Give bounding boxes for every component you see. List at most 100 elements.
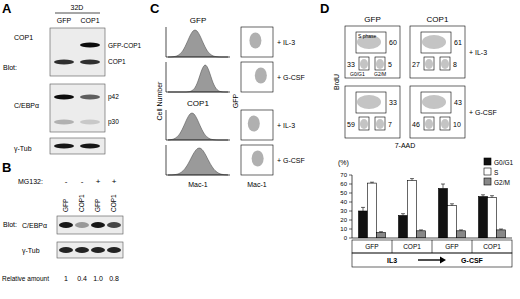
dot-plot [241,145,273,175]
label: 46 [412,121,420,128]
legend-label: S [494,169,499,176]
band [54,60,74,65]
dot-cloud [425,59,433,69]
band [80,60,100,65]
label: Cell Number [156,81,163,121]
label: 32D [71,4,84,11]
lane-bracket [55,13,100,14]
axis [166,62,167,92]
band [80,43,100,48]
dot-plot [241,27,273,57]
dot-cloud [255,68,267,84]
tick-label: GFP [365,243,378,250]
band [107,247,121,253]
band [80,120,100,125]
histogram [168,65,228,92]
label: G0/G1 [350,71,365,77]
label: + [96,177,101,186]
bar [488,198,497,239]
legend-swatch [484,178,491,185]
gate [356,32,386,53]
bar [497,230,506,238]
label: GFP [364,15,380,24]
bars [359,179,506,238]
label: 1 [64,275,68,282]
dot-cloud [360,119,368,129]
label: COP1 [80,17,99,24]
x-axis [352,238,512,239]
tick-label: COP1 [403,243,421,250]
error-cap [481,194,485,195]
tick-label: 10 [340,226,347,232]
label: Relative amount [2,275,49,282]
axis [166,57,230,58]
tick [349,202,352,203]
error-cap [370,182,374,183]
gate [421,32,451,53]
band [54,95,74,100]
band [54,144,74,149]
dot-cloud [248,116,260,132]
dot-cloud [441,119,449,129]
bar [408,180,417,238]
axis [166,140,230,141]
gate [359,57,369,70]
gate [359,117,369,130]
label: GFP [190,16,206,25]
label: COP1 [108,58,126,65]
label: 1.0 [93,275,103,282]
bar [448,206,457,238]
arrow [418,259,442,260]
figure: A32DGFPCOP1Blot:COP1GFP-COP1COP1C/EBPαp4… [0,0,520,299]
label: p30 [108,118,119,126]
legend-swatch [484,158,491,165]
tick-label: 0 [344,235,348,241]
band [59,222,73,228]
bar [399,216,408,239]
label: 7 [388,121,392,128]
label: 43 [454,99,462,106]
error-cap [499,229,503,230]
label: G2/M [374,71,386,77]
label: - [65,177,68,186]
label: (%) [338,159,349,167]
tick [349,229,352,230]
bar [368,183,377,238]
band [75,222,89,228]
panel-label: C [150,1,160,16]
label: COP1 [110,194,117,212]
gate [424,117,434,130]
error-cap [401,213,405,214]
band [80,95,100,100]
arrow-head [440,257,446,264]
label: Mac-1 [247,181,267,188]
gate [440,117,450,130]
label: γ-Tub [14,145,32,153]
error-cap [450,203,454,204]
gate [424,57,434,70]
label: Mac-1 [188,181,208,188]
bar [457,231,466,238]
axis [166,145,167,175]
gate [375,57,385,70]
histogram [168,113,228,140]
panel-label: D [320,1,329,16]
dot-cloud [376,59,384,69]
dot-cloud [422,95,446,109]
y-axis [352,175,353,238]
blot [50,84,105,132]
axis [166,92,230,93]
panel-label: A [2,1,12,16]
tick-label: 30 [340,208,347,214]
error-cap [441,184,445,185]
dot-cloud [422,35,446,49]
label: Blot: [3,221,17,228]
dot-cloud [441,59,449,69]
label: 33 [347,61,355,68]
label: MG132: [18,178,43,185]
tick-label: 50 [340,190,347,196]
tick-label: 60 [340,181,347,187]
label: S phase [358,33,377,39]
blot [57,216,123,234]
label: + G-CSF [469,109,497,116]
